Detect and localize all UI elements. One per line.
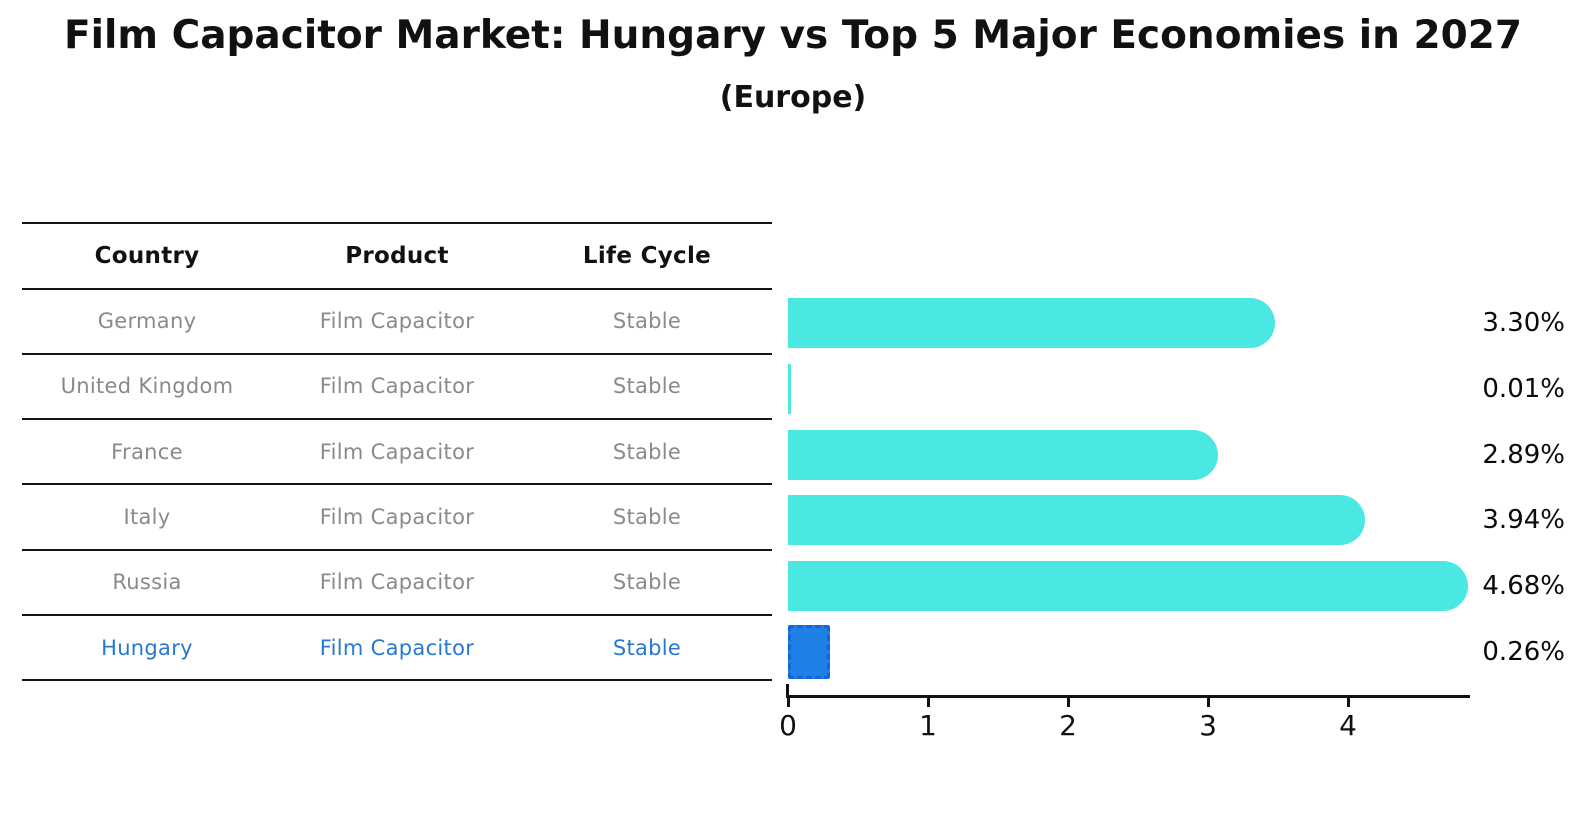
cell-united-kingdom-life-cycle: Stable [612, 374, 682, 399]
column-header-product: Product [345, 242, 449, 269]
cell-hungary-country: Hungary [101, 635, 193, 660]
table-header-row: Country Product Life Cycle [22, 222, 772, 290]
value-label-france: 2.89% [1482, 439, 1565, 470]
table-row-italy: Italy Film Capacitor Stable [22, 485, 772, 551]
table-row-hungary: Hungary Film Capacitor Stable [22, 616, 772, 682]
table-row-united-kingdom: United Kingdom Film Capacitor Stable [22, 355, 772, 421]
bar-italy [788, 495, 1365, 546]
bar-united-kingdom [788, 363, 792, 414]
x-axis-tick-label: 4 [1339, 709, 1357, 742]
x-axis-tick [1206, 695, 1210, 707]
column-header-country: Country [94, 242, 200, 269]
bar-france [788, 429, 1218, 480]
cell-italy-product: Film Capacitor [319, 505, 475, 530]
x-axis-tick [1346, 695, 1350, 707]
cell-russia-life-cycle: Stable [612, 570, 682, 595]
bar-russia [788, 561, 1469, 612]
value-label-germany: 3.30% [1482, 307, 1565, 338]
x-axis-tick [786, 695, 790, 707]
x-axis-tick-label: 1 [919, 709, 937, 742]
cell-hungary-life-cycle: Stable [612, 635, 682, 660]
value-label-italy: 3.94% [1482, 505, 1565, 536]
value-label-hungary: 0.26% [1482, 636, 1565, 667]
country-table: Country Product Life Cycle Germany Film Capa… [22, 222, 772, 682]
cell-france-product: Film Capacitor [319, 439, 475, 464]
x-axis-tick [926, 695, 930, 707]
value-label-united-kingdom: 0.01% [1482, 373, 1565, 404]
column-header-life-cycle: Life Cycle [582, 242, 712, 269]
x-axis-tick-label: 3 [1199, 709, 1217, 742]
cell-russia-country: Russia [112, 570, 182, 595]
cell-united-kingdom-country: United Kingdom [60, 374, 234, 399]
cell-russia-product: Film Capacitor [319, 570, 475, 595]
cell-germany-life-cycle: Stable [612, 309, 682, 334]
cell-hungary-product: Film Capacitor [319, 635, 475, 660]
table-row-russia: Russia Film Capacitor Stable [22, 551, 772, 616]
x-axis-line [786, 695, 1470, 698]
cell-italy-country: Italy [123, 505, 171, 530]
chart-subtitle: (Europe) [719, 80, 867, 115]
table-row-france: France Film Capacitor Stable [22, 420, 772, 486]
value-label-russia: 4.68% [1482, 571, 1565, 602]
chart-title: Film Capacitor Market: Hungary vs Top 5 … [63, 13, 1522, 58]
x-axis-tick-label: 0 [779, 709, 797, 742]
x-axis-tick-label: 2 [1059, 709, 1077, 742]
cell-germany-country: Germany [97, 309, 197, 334]
cell-france-country: France [111, 439, 183, 464]
cell-united-kingdom-product: Film Capacitor [319, 374, 475, 399]
cell-italy-life-cycle: Stable [612, 505, 682, 530]
y-axis-spine [786, 684, 789, 695]
cell-germany-product: Film Capacitor [319, 309, 475, 334]
bar-hungary [788, 624, 831, 679]
x-axis-tick [1066, 695, 1070, 707]
bar-germany [788, 297, 1275, 348]
cell-france-life-cycle: Stable [612, 439, 682, 464]
table-row-germany: Germany Film Capacitor Stable [22, 290, 772, 355]
